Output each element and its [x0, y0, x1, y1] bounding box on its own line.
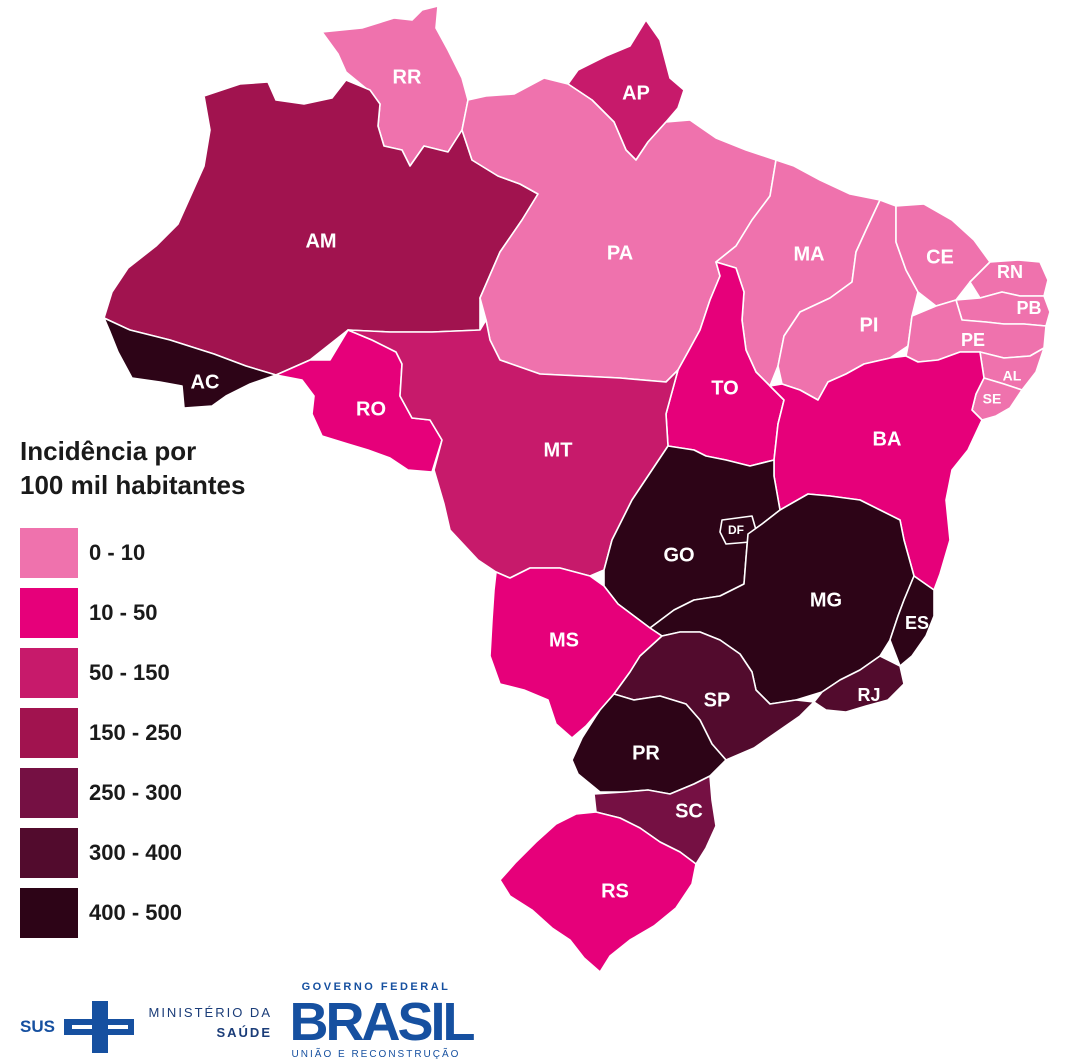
state-RS [499, 811, 697, 973]
state-label-RS: RS [601, 880, 629, 902]
state-label-AC: AC [191, 371, 220, 393]
state-label-CE: CE [926, 246, 954, 268]
state-label-PA: PA [607, 242, 633, 264]
state-label-PR: PR [632, 742, 660, 764]
legend-swatch [20, 888, 78, 938]
state-label-BA: BA [873, 428, 902, 450]
state-label-MA: MA [793, 243, 824, 265]
gov-federal-text: GOVERNO FEDERAL [301, 981, 451, 993]
state-label-TO: TO [711, 377, 738, 399]
legend-item-1: 10 - 50 [20, 588, 280, 638]
legend-item-0: 0 - 10 [20, 528, 280, 578]
legend-title-line1: Incidência por [20, 436, 197, 466]
legend-swatch [20, 708, 78, 758]
legend-swatch [20, 648, 78, 698]
legend-title-line2: 100 mil habitantes [20, 470, 246, 500]
state-label-AP: AP [622, 82, 650, 104]
legend-swatch [20, 768, 78, 818]
state-label-DF: DF [728, 523, 744, 537]
legend-label: 150 - 250 [89, 720, 182, 745]
ministry-line2: SAÚDE [216, 1025, 272, 1040]
legend-swatch [20, 588, 78, 638]
footer-logos: SUS MINISTÉRIO DA SAÚDE GOVERNO FEDERAL … [0, 975, 1073, 1063]
legend-item-4: 250 - 300 [20, 768, 280, 818]
gov-slogan-text: UNIÃO E RECONSTRUÇÃO [291, 1049, 461, 1060]
state-label-SC: SC [675, 800, 703, 822]
sus-cross-icon [64, 1001, 134, 1053]
ministry-line1: MINISTÉRIO DA [148, 1005, 272, 1020]
ministry-of-health-logo: MINISTÉRIO DA SAÚDE [140, 1003, 272, 1043]
legend-swatch [20, 528, 78, 578]
legend-item-2: 50 - 150 [20, 648, 280, 698]
legend-label: 300 - 400 [89, 840, 182, 865]
legend-title: Incidência por 100 mil habitantes [20, 434, 320, 502]
legend-item-3: 150 - 250 [20, 708, 280, 758]
state-CE [895, 203, 991, 307]
legend-label: 0 - 10 [89, 540, 146, 565]
state-label-MT: MT [544, 439, 573, 461]
state-label-SP: SP [704, 689, 731, 711]
state-label-RO: RO [356, 398, 386, 420]
state-label-RN: RN [997, 262, 1023, 282]
state-label-RJ: RJ [857, 685, 880, 705]
state-label-PI: PI [860, 314, 879, 336]
state-label-ES: ES [905, 613, 929, 633]
legend-label: 250 - 300 [89, 780, 182, 805]
state-label-MG: MG [810, 589, 842, 611]
state-label-PB: PB [1016, 298, 1041, 318]
legend-item-6: 400 - 500 [20, 888, 280, 938]
legend-swatch [20, 828, 78, 878]
sus-logo-text: SUS [20, 1017, 55, 1036]
state-ES [889, 575, 935, 667]
legend-label: 50 - 150 [89, 660, 170, 685]
legend-item-5: 300 - 400 [20, 828, 280, 878]
brasil-logo-text: BRASIL [289, 992, 476, 1052]
state-label-SE: SE [983, 391, 1002, 407]
state-label-AM: AM [305, 230, 336, 252]
state-label-RR: RR [393, 66, 422, 88]
legend-label: 400 - 500 [89, 900, 182, 925]
state-label-MS: MS [549, 629, 579, 651]
state-label-PE: PE [961, 330, 985, 350]
state-label-GO: GO [663, 544, 694, 566]
state-label-AL: AL [1003, 368, 1022, 384]
state-RJ [813, 655, 905, 713]
state-AC [103, 317, 277, 409]
legend-label: 10 - 50 [89, 600, 158, 625]
